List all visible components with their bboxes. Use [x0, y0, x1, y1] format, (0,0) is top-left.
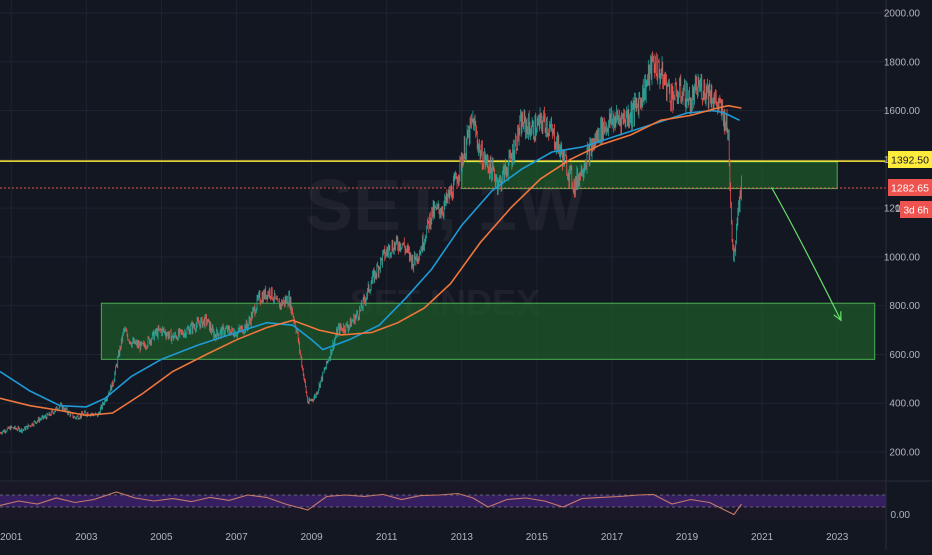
- x-tick-label: 2015: [526, 532, 549, 543]
- x-tick-label: 2005: [150, 532, 173, 543]
- resistance-tag-bg: [888, 151, 932, 168]
- resistance-price-tag: 1392.50: [888, 151, 932, 168]
- price-series: [0, 51, 742, 435]
- grid: [0, 0, 886, 520]
- rsi-pane: [0, 480, 932, 520]
- rsi-line: [0, 491, 742, 516]
- moving-averages: [0, 104, 742, 417]
- x-tick-label: 2001: [0, 532, 23, 543]
- x-tick-label: 2019: [676, 532, 699, 543]
- y-tick-label: 2000.00: [884, 9, 921, 20]
- y-tick-label: 1600.00: [884, 106, 921, 117]
- y-tick-label: 1800.00: [884, 57, 921, 68]
- arrow-shaft: [770, 187, 842, 321]
- x-tick-label: 2021: [751, 532, 774, 543]
- last-price-tag: 1282.65: [888, 179, 932, 196]
- rsi-band: [0, 495, 886, 507]
- countdown-tag-bg: [900, 201, 932, 218]
- arrow-head: [833, 311, 842, 322]
- green-zone: [461, 161, 838, 190]
- y-tick-label: 1000.00: [884, 252, 921, 263]
- x-tick-label: 2011: [376, 532, 398, 543]
- x-tick-label: 2023: [826, 532, 849, 543]
- last-price-tag-label: 1282.65: [891, 183, 929, 195]
- x-tick-label: 2003: [75, 532, 98, 543]
- y-tick-label: 400.00: [889, 399, 920, 410]
- y-tick-label: 600.00: [889, 350, 920, 361]
- resistance-tag-label: 1392.50: [891, 155, 929, 167]
- x-tick-label: 2009: [300, 532, 323, 543]
- horizontal-lines: [0, 160, 886, 189]
- y-tick-label: 800.00: [889, 301, 920, 312]
- x-tick-label: 2007: [225, 532, 248, 543]
- x-tick-label: 2013: [451, 532, 474, 543]
- y-tick-label: 200.00: [889, 448, 920, 459]
- price-tags: 1392.50 1282.65 12 3d 6h: [888, 151, 932, 218]
- projection-arrow: [770, 187, 842, 322]
- countdown-tag-label: 3d 6h: [903, 206, 928, 217]
- x-tick-label: 2017: [601, 532, 624, 543]
- moving-average-slow: [0, 104, 742, 417]
- rsi-y-tick-label: 0.00: [891, 510, 911, 521]
- last-price-tag-bg: [888, 179, 932, 196]
- countdown-tag: 3d 6h: [900, 201, 932, 218]
